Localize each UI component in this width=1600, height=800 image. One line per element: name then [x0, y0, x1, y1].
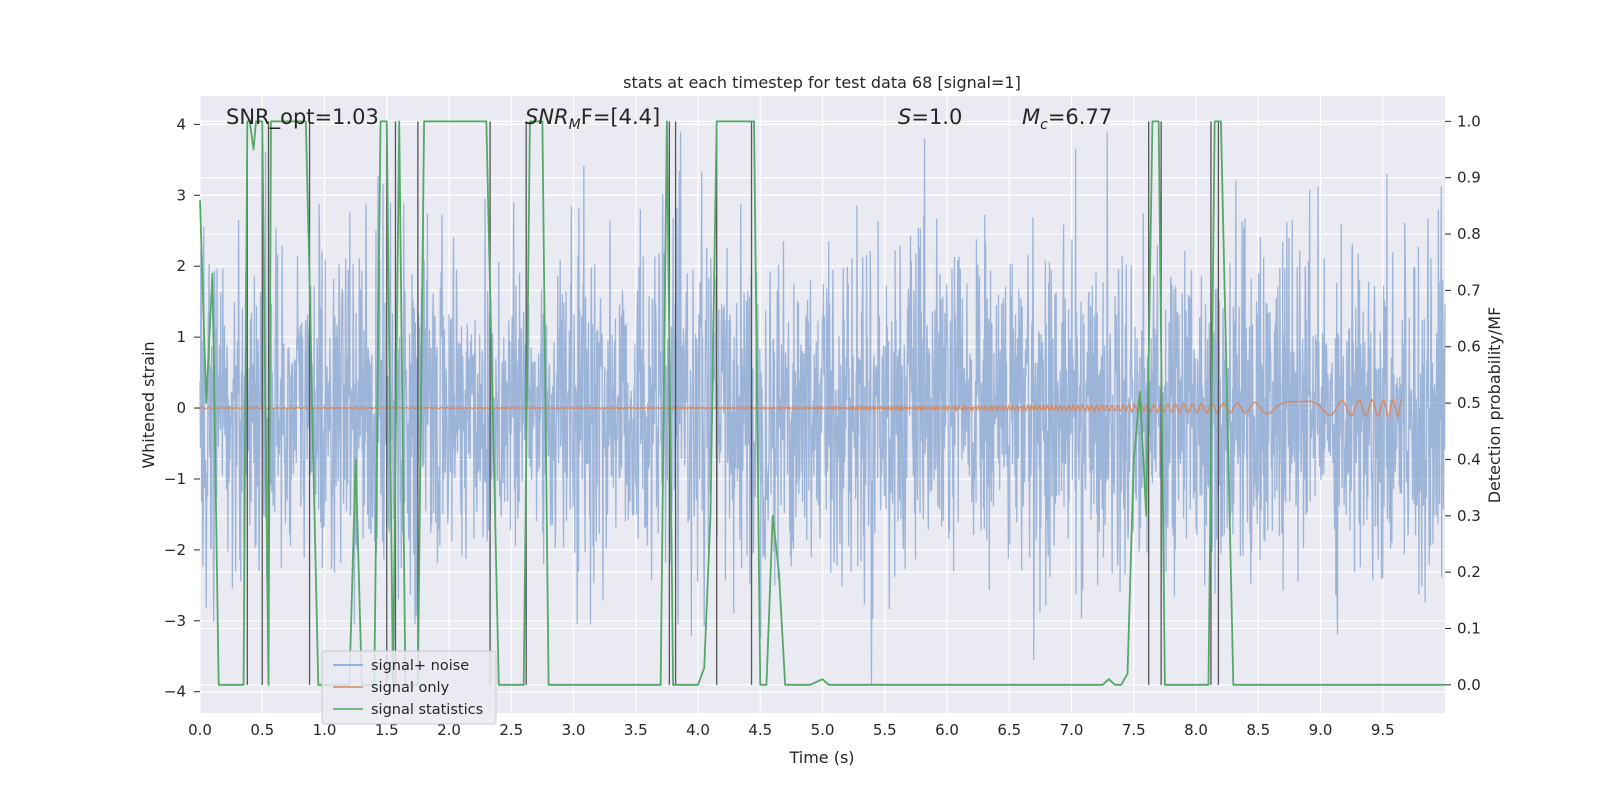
series-signal-statistics: [199, 120, 1445, 686]
y-right-tick-label-6: 0.4: [1457, 450, 1481, 468]
y-right-tick-label-2: 0.8: [1457, 225, 1481, 243]
annotation-snr-opt: SNR_opt=1.03: [226, 105, 379, 130]
mc-rest: =6.77: [1048, 105, 1112, 129]
x-tick-label-9: 4.5: [748, 721, 772, 739]
x-tick-label-6: 3.0: [562, 721, 586, 739]
chart-title: stats at each timestep for test data 68 …: [623, 73, 1021, 92]
x-tick-label-17: 8.5: [1246, 721, 1270, 739]
series-signal-only: [199, 397, 1403, 420]
x-tick-label-8: 4.0: [686, 721, 710, 739]
x-tick-label-14: 7.0: [1060, 721, 1084, 739]
legend-label-signal-statistics: signal statistics: [371, 702, 483, 718]
x-tick-label-15: 7.5: [1122, 721, 1146, 739]
x-tick-label-16: 8.0: [1184, 721, 1208, 739]
x-tick-label-7: 3.5: [624, 721, 648, 739]
y-tick-label-5: −1: [164, 470, 186, 488]
y-right-tick-label-7: 0.3: [1457, 507, 1481, 525]
snr-mf-rest: F=[4.4]: [581, 105, 660, 129]
legend-box: [321, 650, 497, 725]
y-axis-label: Whitened strain: [139, 341, 158, 468]
y-tick-label-3: 1: [176, 328, 186, 346]
legend-label-signal-noise: signal+ noise: [371, 658, 469, 674]
y-right-tick-labels: 1.0 0.9 0.8 0.7 0.6 0.5 0.4 0.3 0.2 0.1 0.0: [1445, 112, 1481, 694]
s-italic: S: [898, 105, 911, 129]
y-right-tick-label-5: 0.5: [1457, 394, 1481, 412]
y-tick-label-6: −2: [164, 541, 186, 559]
x-tick-labels: 0.0 0.5 1.0 1.5 2.0 2.5 3.0 3.5 4.0 4.5 5.0 5.5 6.0 6…: [188, 721, 1395, 739]
y-tick-label-0: 4: [176, 115, 186, 133]
annotation-snr-mf: SNRMF=[4.4]: [525, 105, 660, 133]
x-tick-label-1: 0.5: [250, 721, 274, 739]
y-tick-label-4: 0: [176, 399, 186, 417]
signal-only-line: [199, 397, 1403, 420]
y-right-tick-label-8: 0.2: [1457, 563, 1481, 581]
y-tick-label-2: 2: [176, 257, 186, 275]
legend-label-signal-only: signal only: [371, 680, 450, 696]
legend: signal+ noise signal only signal statist…: [321, 650, 497, 725]
y-right-tick-label-9: 0.1: [1457, 619, 1481, 637]
mc-italic: M: [1022, 105, 1040, 129]
x-tick-label-10: 5.0: [811, 721, 835, 739]
y-tick-label-7: −3: [164, 612, 186, 630]
s-rest: =1.0: [911, 105, 962, 129]
x-tick-label-4: 2.0: [437, 721, 461, 739]
x-tick-label-0: 0.0: [188, 721, 212, 739]
x-tick-label-11: 5.5: [873, 721, 897, 739]
signal-statistics-line: [199, 120, 1445, 686]
x-tick-label-13: 6.5: [997, 721, 1021, 739]
series-signal-noise: [199, 131, 1446, 685]
y-tick-label-1: 3: [176, 186, 186, 204]
mc-sub: c: [1040, 117, 1048, 133]
annotation-s: S=1.0: [898, 105, 962, 129]
y-right-tick-label-3: 0.7: [1457, 281, 1481, 299]
x-tick-label-2: 1.0: [313, 721, 337, 739]
signal-noise-line: [199, 131, 1446, 685]
y-right-tick-label-10: 0.0: [1457, 676, 1481, 694]
y-right-axis-label: Detection probability/MF: [1485, 307, 1504, 504]
y-right-tick-label-1: 0.9: [1457, 169, 1481, 187]
y-tick-labels: 4 3 2 1 0 −1 −2 −3 −4: [164, 115, 200, 701]
snr-mf-italic: SNR: [525, 105, 569, 129]
x-axis-label: Time (s): [788, 748, 854, 767]
snr-mf-sub: M: [569, 117, 581, 133]
x-tick-label-5: 2.5: [499, 721, 523, 739]
x-tick-label-12: 6.0: [935, 721, 959, 739]
annotation-mc: Mc=6.77: [1022, 105, 1112, 133]
y-right-tick-label-4: 0.6: [1457, 338, 1481, 356]
y-tick-label-8: −4: [164, 683, 186, 701]
x-tick-label-3: 1.5: [375, 721, 399, 739]
x-tick-label-18: 9.0: [1309, 721, 1333, 739]
x-tick-label-19: 9.5: [1371, 721, 1395, 739]
y-right-tick-label-0: 1.0: [1457, 112, 1481, 130]
